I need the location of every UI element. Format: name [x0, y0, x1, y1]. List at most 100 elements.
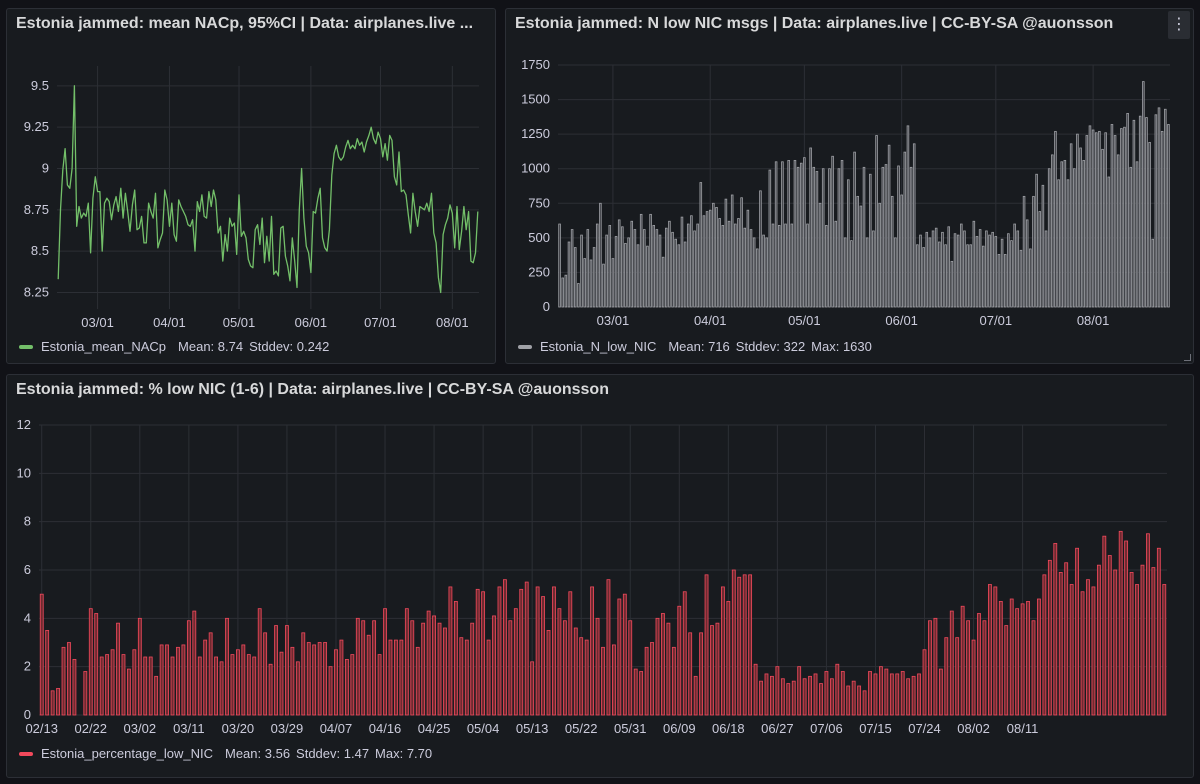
x-tick-label: 07/01 — [980, 313, 1013, 328]
legend-stddev: Stddev: 0.242 — [249, 339, 330, 354]
bar — [933, 617, 938, 716]
panel-menu-icon[interactable]: ⋮ — [1168, 11, 1190, 39]
bar — [721, 225, 725, 308]
bar — [503, 579, 507, 716]
bar — [1003, 254, 1007, 308]
y-tick-label: 1000 — [521, 161, 550, 176]
bar — [978, 229, 982, 308]
bar — [1038, 211, 1042, 308]
bar — [806, 223, 809, 308]
bar — [339, 639, 344, 716]
bar — [561, 277, 564, 308]
bar — [865, 237, 869, 308]
resize-handle-icon[interactable] — [1184, 354, 1191, 361]
bar — [981, 245, 985, 308]
bar — [825, 225, 828, 308]
bar — [1096, 564, 1101, 716]
bar — [1057, 179, 1060, 308]
bar — [497, 586, 502, 716]
panel-title[interactable]: Estonia jammed: % low NIC (1-6) | Data: … — [16, 381, 609, 398]
bar — [590, 586, 594, 716]
panel-title[interactable]: Estonia jammed: N low NIC msgs | Data: a… — [515, 15, 1114, 32]
bar — [45, 630, 50, 716]
legend-series-label[interactable]: Estonia_percentage_low_NIC — [41, 746, 213, 761]
bar — [595, 617, 600, 716]
bar — [853, 151, 856, 308]
bar — [727, 220, 731, 308]
bar — [602, 263, 605, 308]
bar — [1157, 107, 1161, 308]
x-tick-label: 08/11 — [1007, 721, 1039, 736]
bar — [1098, 130, 1101, 308]
bar — [925, 231, 929, 308]
bar — [768, 169, 772, 308]
bar — [301, 632, 306, 716]
bar — [661, 613, 665, 716]
legend-swatch-green — [19, 344, 33, 349]
bar — [1138, 115, 1142, 308]
bar — [1047, 168, 1051, 308]
bar — [705, 211, 709, 308]
bar — [759, 680, 763, 716]
bar — [731, 569, 736, 716]
legend-series-label[interactable]: Estonia_N_low_NIC — [540, 339, 657, 354]
bar — [752, 237, 756, 308]
bar — [1069, 584, 1074, 716]
y-tick-label: 12 — [17, 417, 31, 432]
bar — [61, 646, 66, 716]
x-tick-label: 03/01 — [597, 313, 630, 328]
panel-title[interactable]: Estonia jammed: mean NACp, 95%CI | Data:… — [16, 15, 474, 32]
x-tick-label: 05/22 — [565, 721, 598, 736]
bar — [558, 223, 561, 308]
bar — [655, 617, 660, 716]
bar — [715, 207, 718, 308]
bar — [410, 620, 415, 716]
legend-max: Max: 7.70 — [375, 746, 433, 761]
bar — [851, 680, 856, 716]
bar — [225, 617, 229, 716]
bar — [1102, 535, 1107, 716]
bar — [481, 591, 486, 716]
bar — [1120, 128, 1123, 308]
y-tick-label: 250 — [528, 264, 550, 279]
bar — [671, 231, 674, 308]
x-tick-label: 05/04 — [467, 721, 500, 736]
bar — [1054, 130, 1057, 308]
bar — [903, 151, 907, 308]
bar — [998, 601, 1003, 716]
bar — [749, 229, 753, 308]
bar — [621, 226, 624, 308]
bar — [1013, 223, 1016, 308]
bar — [323, 642, 327, 716]
x-tick-label: 04/07 — [320, 721, 353, 736]
bar — [94, 613, 99, 716]
bar — [916, 244, 919, 308]
bar — [988, 234, 991, 308]
bar — [295, 661, 300, 716]
bar — [377, 654, 382, 716]
bar — [535, 586, 540, 716]
x-tick-label: 07/15 — [859, 721, 892, 736]
bar — [1124, 540, 1129, 716]
bar — [730, 194, 734, 308]
bar — [567, 241, 571, 308]
bar — [605, 234, 608, 308]
bar — [50, 690, 55, 716]
bar — [165, 644, 169, 716]
y-tick-label: 750 — [528, 195, 550, 210]
bar — [181, 644, 186, 716]
bar — [917, 673, 921, 716]
bar — [143, 656, 148, 716]
bar — [797, 666, 802, 716]
bar — [909, 166, 913, 308]
bar — [508, 620, 513, 716]
bar — [1025, 219, 1029, 308]
bar — [1041, 184, 1045, 308]
bar — [606, 579, 611, 716]
bar — [840, 160, 844, 308]
bar — [949, 610, 954, 716]
bar — [947, 226, 951, 308]
legend-series-label[interactable]: Estonia_mean_NACp — [41, 339, 167, 354]
bar — [710, 625, 714, 716]
bar — [241, 644, 246, 716]
